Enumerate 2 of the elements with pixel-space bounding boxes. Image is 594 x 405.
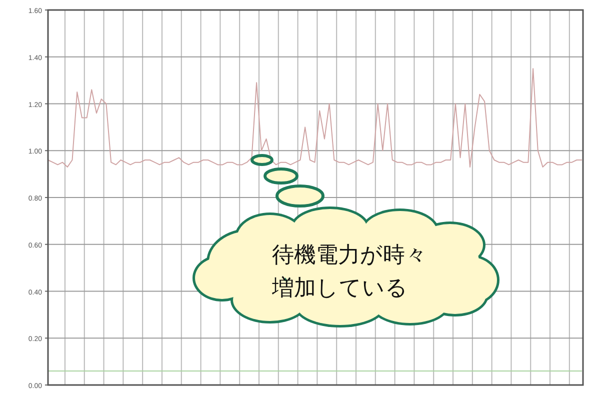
annotation: 待機電力が時々: [272, 242, 427, 267]
annotation: 増加している: [272, 275, 408, 300]
